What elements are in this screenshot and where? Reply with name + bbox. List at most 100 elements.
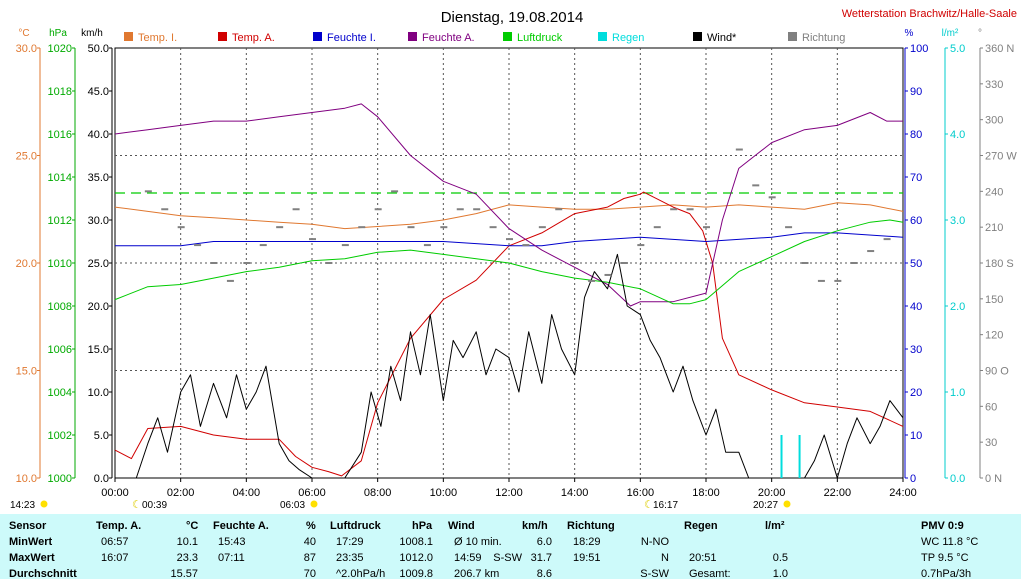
rain-axis-tick-label: 2.0 bbox=[950, 301, 965, 313]
x-tick-label: 16:00 bbox=[627, 487, 655, 499]
x-tick-label: 06:00 bbox=[298, 487, 326, 499]
stats-dir-time-cell: 18:29 bbox=[573, 536, 601, 548]
legend-label: Luftdruck bbox=[517, 32, 563, 44]
stats-hum-val-cell: 40 bbox=[303, 536, 316, 548]
stats-label-cell: MaxWert bbox=[9, 552, 55, 564]
direction-point bbox=[653, 226, 661, 229]
stats-dir-header: Richtung bbox=[567, 520, 615, 532]
direction-point bbox=[588, 279, 596, 282]
legend-label: Wind* bbox=[707, 32, 737, 44]
stats-temp-time-cell: 06:57 bbox=[101, 536, 129, 548]
stats-temp-val-cell: 10.1 bbox=[176, 536, 198, 548]
x-tick-label: 18:00 bbox=[692, 487, 720, 499]
unit-hpa: hPa bbox=[49, 28, 67, 39]
direction-point bbox=[506, 238, 513, 241]
moonrise-time: 16:17 bbox=[653, 500, 678, 511]
humidity-axis-tick-label: 30 bbox=[910, 344, 922, 356]
direction-point bbox=[161, 208, 169, 211]
wind-axis-tick-label: 25.0 bbox=[88, 258, 109, 270]
series-line-luftdruck bbox=[114, 219, 904, 305]
stats-press-unit: hPa bbox=[412, 520, 433, 532]
legend-swatch bbox=[313, 32, 322, 41]
x-tick-label: 24:00 bbox=[889, 487, 917, 499]
legend-swatch bbox=[218, 32, 227, 41]
humidity-axis-tick-label: 0 bbox=[910, 473, 916, 485]
temp-axis-tick-label: 20.0 bbox=[16, 258, 37, 270]
humidity-axis-tick-label: 40 bbox=[910, 301, 922, 313]
humidity-axis-tick-label: 70 bbox=[910, 172, 922, 184]
sunrise-time: 06:03 bbox=[280, 500, 305, 511]
unit-temp: °C bbox=[18, 28, 29, 39]
stats-hum-time-cell: 15:43 bbox=[218, 536, 246, 548]
temp-axis-tick-label: 25.0 bbox=[16, 151, 37, 163]
sunset-time: 20:27 bbox=[753, 500, 778, 511]
series bbox=[114, 103, 904, 479]
direction-point bbox=[309, 238, 316, 241]
direction-point bbox=[686, 208, 694, 211]
unit-deg: ° bbox=[978, 28, 982, 39]
humidity-axis-tick-label: 10 bbox=[910, 430, 922, 442]
stats-label-cell: MinWert bbox=[9, 536, 53, 548]
direction-point bbox=[735, 148, 743, 151]
legend-swatch bbox=[598, 32, 607, 41]
direction-point bbox=[670, 208, 678, 211]
direction-point bbox=[604, 273, 612, 276]
direction-axis-tick-label: 150 bbox=[985, 294, 1003, 306]
chart-title: Dienstag, 19.08.2014 bbox=[441, 9, 584, 26]
legend-label: Regen bbox=[612, 32, 644, 44]
direction-point bbox=[817, 279, 825, 282]
stats-dir-val-cell: N bbox=[661, 552, 669, 564]
stats-dir-val-cell: N-NO bbox=[640, 536, 669, 548]
humidity-axis-tick-label: 90 bbox=[910, 86, 922, 98]
moonrise-moon-icon: ☾ bbox=[644, 499, 654, 511]
stats-label-cell: Durchschnitt bbox=[9, 568, 77, 580]
direction-point bbox=[423, 244, 431, 247]
stats-wind-time-cell: Ø 10 min. bbox=[454, 536, 502, 548]
stats-hum-unit: % bbox=[306, 520, 316, 532]
wind-axis-tick-label: 15.0 bbox=[88, 344, 109, 356]
direction-point bbox=[489, 226, 497, 229]
direction-point bbox=[391, 190, 399, 193]
stats-wind-val-cell: 8.6 bbox=[536, 568, 552, 580]
stats-wind-unit: km/h bbox=[522, 520, 548, 532]
series-line-wind bbox=[115, 253, 904, 479]
stats-hum-val-cell: 70 bbox=[303, 568, 316, 580]
stats-rain-time-cell: Gesamt: bbox=[689, 568, 731, 580]
direction-point bbox=[456, 208, 464, 211]
direction-axis-tick-label: 360 N bbox=[985, 43, 1014, 55]
stats-dir-val-cell: S-SW bbox=[640, 568, 669, 580]
stats-hum-header: Feuchte A. bbox=[213, 520, 269, 532]
stats-temp-time-cell: 16:07 bbox=[101, 552, 129, 564]
stats-press-val-cell: 1009.8 bbox=[399, 568, 433, 580]
stats-press-time-cell: 23:35 bbox=[336, 552, 364, 564]
x-tick-label: 08:00 bbox=[364, 487, 392, 499]
stats-temp-val-cell: 15.57 bbox=[170, 568, 198, 580]
rain-axis-tick-label: 5.0 bbox=[950, 43, 965, 55]
sun-markers: 14:23 00:39 ☾ 06:03 ☾ 16:17 20:27 bbox=[10, 499, 791, 511]
direction-point bbox=[144, 190, 152, 193]
stats-wind-header: Wind bbox=[448, 520, 475, 532]
stats-press-time-cell: 17:29 bbox=[336, 536, 364, 548]
direction-point bbox=[867, 250, 875, 253]
direction-point bbox=[226, 279, 234, 282]
temp-axis-tick-label: 10.0 bbox=[16, 473, 37, 485]
wind-axis-tick-label: 40.0 bbox=[88, 129, 109, 141]
pmv-title: PMV 0:9 bbox=[921, 520, 964, 532]
stats-press-header: Luftdruck bbox=[330, 520, 381, 532]
direction-point bbox=[522, 244, 530, 247]
pressure-axis-tick-label: 1012 bbox=[48, 215, 72, 227]
direction-point bbox=[801, 262, 809, 264]
rain-axis-tick-label: 1.0 bbox=[950, 387, 965, 399]
pressure-axis-tick-label: 1016 bbox=[48, 129, 72, 141]
stats-temp-unit: °C bbox=[186, 520, 199, 532]
stats-wind-val-cell: 31.7 bbox=[530, 552, 552, 564]
wind-axis-tick-label: 45.0 bbox=[88, 86, 109, 98]
wind-axis-tick-label: 10.0 bbox=[88, 387, 109, 399]
stats-temp-header: Temp. A. bbox=[96, 520, 142, 532]
direction-point bbox=[374, 208, 382, 211]
direction-axis-tick-label: 30 bbox=[985, 437, 997, 449]
wind-axis-tick-label: 30.0 bbox=[88, 215, 109, 227]
legend: Temp. I. Temp. A. Feuchte I. Feuchte A. Luft… bbox=[124, 32, 845, 44]
direction-point bbox=[325, 262, 333, 264]
legend-label: Richtung bbox=[802, 32, 845, 44]
